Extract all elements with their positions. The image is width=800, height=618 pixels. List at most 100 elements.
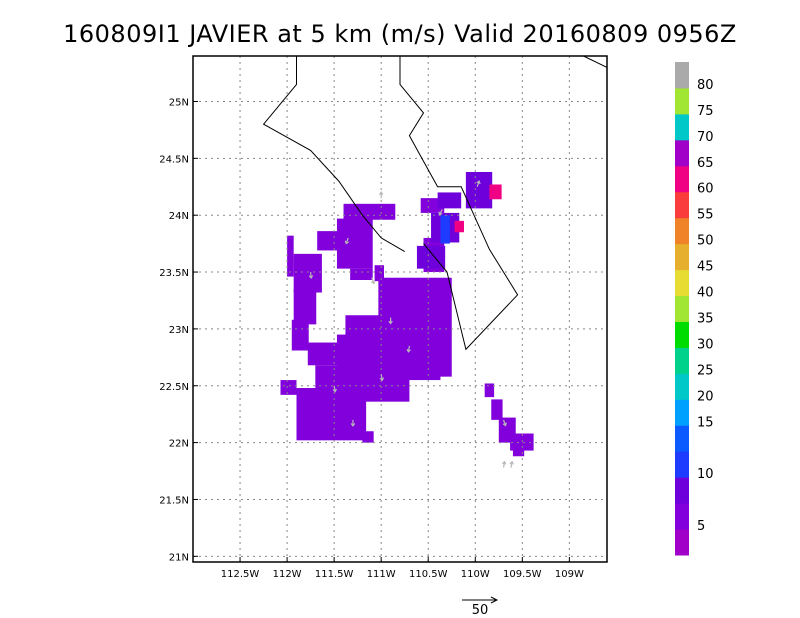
wind-cell [293,289,317,325]
map-panel: 112.5W 112W 111.5W 111W 110.5W 110W 109.5W 109W… [159,55,608,580]
wind-cell [416,245,446,269]
wind-cell [374,265,385,282]
colorbar-bin [675,269,689,297]
wind-vector [476,180,481,187]
colorbar-label: 5 [697,519,705,534]
colorbar-bin [675,139,689,167]
colorbar-label: 80 [697,78,714,93]
wind-vector [332,385,338,393]
wind-cell [465,171,493,209]
wind-vector [502,419,507,427]
colorbar-bin [675,243,689,271]
longitude-tick-label: 111W [367,569,396,580]
wind-vector [406,345,411,353]
wind-cell [280,380,297,395]
colorbar-label: 65 [697,156,714,171]
longitude-tick-label: 109.5W [503,569,542,580]
wind-cell [350,268,373,281]
coastline [399,56,457,188]
latitude-tick-label: 22.5N [159,382,189,393]
longitude-tick-label: 111.5W [315,569,354,580]
colorbar-bin [675,113,689,141]
latitude-tick-label: 23.5N [159,268,189,279]
colorbar-bin [675,295,689,322]
colorbar-bin [675,529,689,556]
colorbar-label: 55 [697,208,714,223]
coastline [423,186,519,351]
latitude-tick-label: 23N [169,325,189,336]
wind-cell [296,388,367,441]
colorbar-bin [675,503,689,530]
wind-cell [454,220,464,233]
wind-vector [438,209,443,216]
colorbar-bin [675,87,689,115]
colorbar-bin [675,399,689,426]
colorbar-bin [675,165,689,193]
reference-vector-label: 50 [472,603,489,618]
wind-cell [307,342,339,366]
map-frame [192,55,608,563]
wind-cell [440,215,450,244]
colorbar-label: 70 [697,130,714,145]
wind-vector [350,419,356,427]
wind-cell [484,383,495,398]
reference-vector-head [490,596,499,604]
wind-cell [512,444,525,457]
reference-vector: 50 [462,596,499,618]
colorbar-label: 20 [697,389,714,404]
colorbar-bin [675,373,689,400]
colorbar-bin [675,347,689,374]
colorbar-bin [675,477,689,504]
latitude-axis: 25N 24.5N 24N 23.5N 23N 22.5N 22N 21.5N 21N [159,97,198,563]
colorbar-label: 15 [697,415,714,430]
colorbar-label: 75 [697,104,714,119]
wind-speed-field [280,171,534,457]
latitude-tick-label: 24N [169,211,189,222]
coastline [583,56,607,68]
wind-cell [491,399,503,420]
wind-vector [378,191,384,199]
colorbar-bin [675,62,689,89]
wind-cell [293,253,322,293]
colorbar-bin [675,191,689,219]
map-gridlines [193,56,607,562]
colorbar-label: 60 [697,182,714,197]
wind-cell [287,235,294,277]
longitude-tick-label: 112W [273,569,302,580]
wind-cell [362,431,374,443]
colorbar-label: 35 [697,311,714,326]
colorbar-bin [675,321,689,348]
coastline [262,56,405,253]
wind-vector [344,237,350,245]
wind-vector [371,277,376,285]
wind-cell [336,218,373,269]
latitude-tick-label: 25N [169,97,189,108]
wind-vector [501,460,507,468]
wind-cell [291,319,309,351]
wind-vector [308,271,314,280]
latitude-tick-label: 21.5N [159,495,189,506]
wind-vector [379,374,385,382]
latitude-tick-label: 24.5N [159,154,189,165]
latitude-tick-label: 22N [169,439,189,450]
wind-vector [388,317,393,325]
colorbar-label: 45 [697,260,714,275]
wind-cell [437,192,462,209]
colorbar-bin [675,451,689,478]
longitude-axis: 112.5W 112W 111.5W 111W 110.5W 110W 109.5W 109W [221,557,584,580]
wind-vector [509,460,514,468]
colorbar-label: 25 [697,363,714,378]
colorbar-label: 30 [697,337,714,352]
wind-vectors [308,180,514,468]
colorbar-bin [675,425,689,452]
colorbar-bin [675,217,689,245]
longitude-tick-label: 112.5W [221,569,260,580]
colorbar-label: 10 [697,467,714,482]
colorbar-legend: 5 10 15 20 25 30 35 40 45 50 55 60 65 70 75 80 [675,62,714,556]
latitude-tick-label: 21N [169,552,189,563]
figure-title: 160809I1 JAVIER at 5 km (m/s) Valid 2016… [63,20,737,48]
wind-cell [428,334,451,367]
longitude-tick-label: 109W [555,569,584,580]
colorbar-label: 50 [697,234,714,249]
